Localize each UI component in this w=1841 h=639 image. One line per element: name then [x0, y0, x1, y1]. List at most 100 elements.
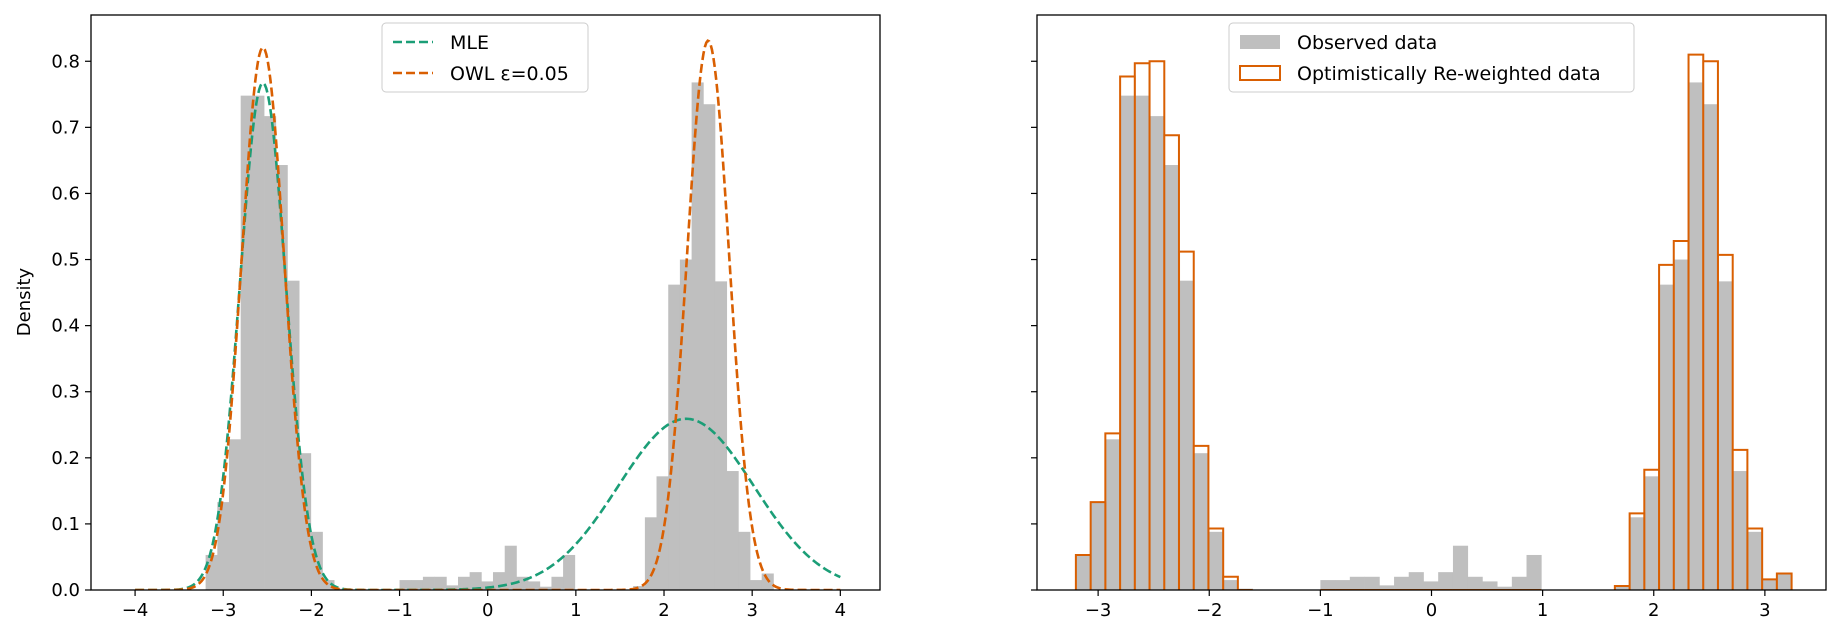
- right-histogram-bar: [1105, 439, 1121, 590]
- left-histogram-bar: [668, 284, 681, 590]
- right-histogram-bar: [1408, 572, 1424, 590]
- right-histogram-bar: [1320, 580, 1336, 590]
- left-histogram-bar: [434, 576, 447, 590]
- right-histogram-bar: [1673, 259, 1689, 590]
- right-legend-reweighted-swatch: [1239, 65, 1281, 81]
- right-histogram-bar: [1394, 576, 1410, 590]
- left-y-tick-label: 0.7: [51, 117, 80, 138]
- right-histogram-bar: [1732, 471, 1748, 590]
- right-histogram-bar: [1090, 502, 1106, 590]
- right-histogram-bar: [1438, 572, 1454, 590]
- right-histogram-bar: [1511, 576, 1527, 590]
- left-x-tick-label: −3: [210, 600, 237, 621]
- left-x-tick-label: 0: [482, 600, 493, 621]
- right-histogram-bar: [1659, 284, 1675, 590]
- right-histogram-bar: [1120, 95, 1136, 590]
- right-histogram-bar: [1423, 581, 1439, 590]
- right-histogram-bar: [1193, 453, 1209, 590]
- right-histogram-bar: [1149, 116, 1165, 590]
- left-x-tick-label: 2: [658, 600, 669, 621]
- right-x-tick-label: 2: [1648, 600, 1659, 621]
- left-histogram-bar: [504, 545, 517, 590]
- left-histogram-bar: [644, 517, 657, 590]
- left-histogram-bar: [528, 581, 541, 590]
- right-legend-reweighted-label: Optimistically Re-weighted data: [1297, 63, 1601, 85]
- right-x-tick-label: 0: [1426, 600, 1437, 621]
- left-legend-owl-label: OWL ε=0.05: [450, 63, 569, 85]
- right-x-tick-label: 3: [1759, 600, 1770, 621]
- left-histogram-bar: [714, 281, 728, 590]
- left-histogram-bar: [411, 580, 424, 590]
- right-histogram-bar: [1776, 573, 1793, 590]
- right-histogram-bar: [1482, 581, 1498, 590]
- left-y-tick-label: 0.4: [51, 316, 80, 337]
- right-histogram-bar: [1747, 531, 1763, 590]
- right-x-tick-label: −3: [1085, 600, 1112, 621]
- right-histogram-bar: [1164, 165, 1180, 590]
- right-histogram-bar: [1379, 585, 1395, 590]
- left-y-tick-label: 0.6: [51, 183, 80, 204]
- right-legend-observed-label: Observed data: [1297, 32, 1437, 54]
- right-legend: Observed data Optimistically Re-weighted…: [1228, 22, 1635, 93]
- right-x-axis: −3 −2 −1 0 1 2 3: [1085, 590, 1771, 621]
- right-histogram-bar: [1223, 580, 1239, 590]
- left-histogram-bar: [633, 586, 646, 590]
- right-histogram-bar: [1614, 586, 1630, 590]
- left-histogram-bar: [539, 586, 552, 590]
- right-x-tick-label: −1: [1307, 600, 1334, 621]
- right-histogram-bar: [1364, 576, 1380, 590]
- right-histogram-bar: [1526, 554, 1542, 590]
- left-y-tick-label: 0.3: [51, 382, 80, 403]
- left-y-tick-label: 0.0: [51, 580, 80, 601]
- left-density-curves: [135, 39, 841, 590]
- left-histogram-bar: [726, 471, 739, 590]
- left-curve-mle: [135, 81, 841, 590]
- right-legend-observed-swatch: [1240, 35, 1280, 49]
- right-histogram-bar: [1075, 554, 1092, 590]
- left-y-tick-label: 0.1: [51, 514, 80, 535]
- left-legend-mle-label: MLE: [450, 32, 489, 54]
- right-histogram-bar: [1208, 531, 1224, 590]
- left-x-tick-label: −4: [122, 600, 149, 621]
- left-panel: −4 −3 −2 −1 0 1 2 3 4 0.00.10.20.30.40.50.60.70.…: [14, 14, 881, 621]
- left-x-tick-label: 3: [746, 600, 757, 621]
- left-legend-box: [381, 22, 589, 93]
- right-histogram-bar: [1335, 580, 1351, 590]
- left-y-tick-label: 0.8: [51, 51, 80, 72]
- left-histogram-bar: [264, 116, 277, 590]
- right-histogram-bar: [1717, 281, 1734, 590]
- right-histogram-bar: [1629, 517, 1645, 590]
- left-histogram-bar: [563, 554, 576, 590]
- right-histogram-bar: [1762, 580, 1778, 590]
- left-histogram-bar: [749, 580, 763, 590]
- left-histogram-bar: [252, 95, 265, 590]
- left-histogram-bar: [299, 453, 312, 590]
- right-histogram-bar: [1179, 280, 1195, 590]
- left-histogram-bar: [457, 576, 471, 590]
- left-y-tick-label: 0.5: [51, 250, 80, 271]
- right-histogram-bars: [1075, 82, 1793, 590]
- left-histogram-bar: [738, 531, 751, 590]
- left-histogram-bar: [679, 259, 692, 590]
- left-histogram-bar: [446, 585, 459, 590]
- right-y-axis: [1031, 60, 1037, 591]
- right-panel: −3 −2 −1 0 1 2 3 Observed data Optimistically …: [1031, 14, 1827, 621]
- left-x-tick-label: 4: [835, 600, 846, 621]
- right-x-tick-label: 1: [1537, 600, 1548, 621]
- right-histogram-bar: [1467, 576, 1483, 590]
- left-histogram-bar: [310, 531, 323, 590]
- left-y-axis: 0.0 0.1 0.2 0.3 0.4 0.5 0.6 0.7 0.8: [51, 51, 91, 601]
- left-y-tick-label: 0.2: [51, 448, 80, 469]
- right-x-tick-label: −2: [1196, 600, 1223, 621]
- left-legend: MLE OWL ε=0.05: [381, 22, 589, 93]
- left-histogram-bar: [399, 580, 412, 590]
- left-y-axis-label: Density: [14, 267, 35, 336]
- left-histogram-bar: [322, 580, 335, 590]
- left-histogram-bar: [691, 82, 704, 590]
- left-histogram-bar: [703, 104, 716, 590]
- left-x-axis: −4 −3 −2 −1 0 1 2 3 4: [122, 590, 846, 621]
- left-x-tick-label: 1: [570, 600, 581, 621]
- right-legend-box: [1228, 22, 1635, 93]
- left-histogram-bar: [481, 581, 494, 590]
